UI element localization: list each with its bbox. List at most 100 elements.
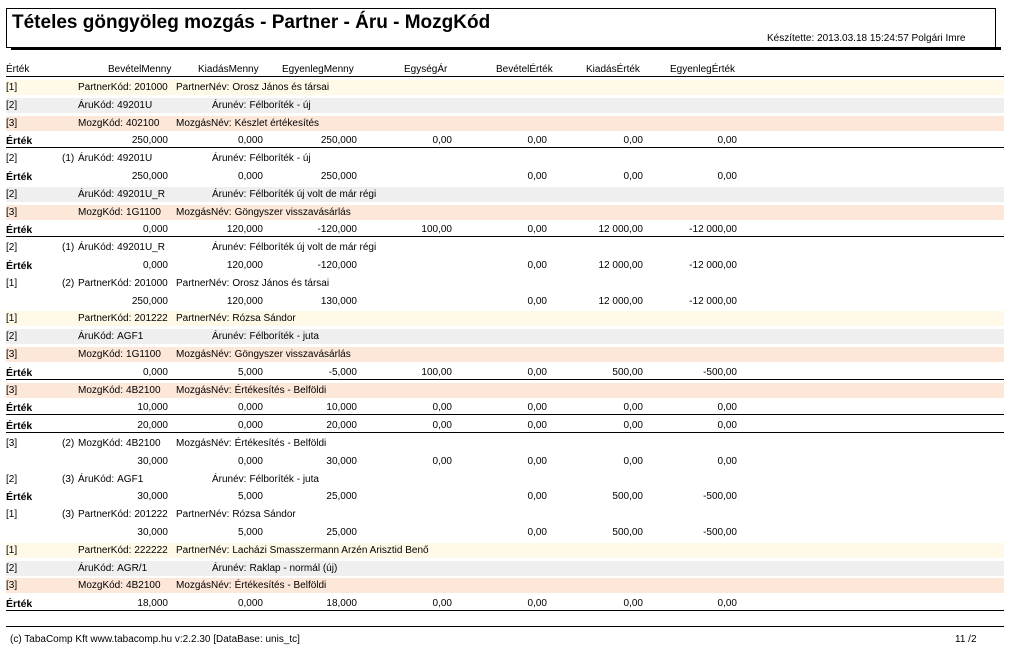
group-code: 201222 [134, 313, 168, 325]
group-code-label: PartnerKód: [78, 277, 132, 289]
value-cell: -12 000,00 [689, 260, 737, 271]
group-name: Göngyszer visszavásárlás [234, 349, 351, 360]
value-cell: 0,00 [623, 402, 643, 414]
group-name-label: MozgásNév: [176, 117, 232, 129]
group-code-label: PartnerKód: [78, 82, 132, 93]
group-level: [1] [6, 544, 18, 556]
column-header-label: Érték [6, 64, 30, 75]
column-header-bevetelmenny: BevételMenny [108, 64, 172, 75]
value-row-label: Érték [6, 420, 33, 433]
value-row-label: Érték [6, 366, 33, 379]
group-name-field: PartnerNév: Lacházi Smasszermann Arzén Ar… [176, 545, 429, 556]
value-cell: 0,00 [527, 171, 547, 182]
group-summary-row: [3] (2) MozgKód: 4B2100 MozgásNév: Értékesíté… [6, 436, 1004, 451]
value-cell: 0,00 [527, 420, 547, 432]
value-cell: 30,000 [137, 455, 168, 467]
value-cell: 250,000 [131, 171, 168, 182]
value-cell: -500,00 [703, 527, 737, 538]
group-name: Lacházi Smasszermann Arzén Arisztid Benő [232, 544, 429, 556]
group-header-row: [3] MozgKód: 4B2100 MozgásNév: Értékesítés -… [6, 382, 1004, 398]
value-cell: 5,000 [237, 366, 263, 378]
group-name-field: Árunév: Félboríték - új [212, 153, 311, 164]
value-row: Érték 0,000 120,000 -120,000 0,00 12 000,00 -1… [6, 258, 1004, 273]
group-name-field: MozgásNév: Göngyszer visszavásárlás [176, 207, 351, 218]
group-code-label: ÁruKód: [78, 562, 115, 574]
group-name-label: Árunév: [212, 99, 247, 111]
value-cell: 0,00 [717, 455, 737, 467]
group-header-row: [3] MozgKód: 402100 MozgásNév: Készlet érték… [6, 115, 1004, 131]
group-name: Félboríték - új [249, 153, 311, 165]
group-code-field: ÁruKód: 49201U_R [78, 189, 165, 200]
group-header-row: [1] PartnerKód: 201000 PartnerNév: Orosz Ján… [6, 80, 1004, 95]
group-code-field: ÁruKód: AGF1 [78, 331, 143, 342]
group-code: 1G1100 [126, 349, 161, 360]
value-cell: 0,00 [432, 135, 452, 147]
page-number: 11 /2 [955, 634, 977, 645]
group-code: 49201U_R [117, 188, 165, 200]
value-row: Érték 10,000 0,000 10,000 0,00 0,00 0,00 0,00 [6, 400, 1004, 416]
value-cell: 100,00 [421, 224, 452, 236]
group-name-field: MozgásNév: Értékesítés - Belföldi [176, 580, 326, 591]
group-level: [3] [6, 384, 18, 396]
group-name-label: Árunév: [212, 153, 247, 165]
value-cell: 250,000 [131, 295, 168, 307]
made-by-info: Készítette: 2013.03.18 15:24:57 Polgári … [767, 33, 966, 44]
value-cell: 20,000 [326, 420, 357, 432]
group-name-field: MozgásNév: Göngyszer visszavásárlás [176, 349, 351, 360]
value-cell: 0,000 [237, 598, 263, 610]
value-cell: 12 000,00 [598, 295, 644, 307]
value-row: Érték 18,000 0,000 18,000 0,00 0,00 0,00 0,00 [6, 596, 1004, 612]
group-header-row: [2] ÁruKód: AGF1 Árunév: Félboríték - juta [6, 329, 1004, 345]
group-name-label: MozgásNév: [176, 580, 232, 592]
group-name-field: Árunév: Félboríték új volt de már régi [212, 189, 376, 200]
group-code-field: ÁruKód: AGF1 [78, 474, 143, 485]
group-level: [1] [6, 313, 18, 325]
value-row: Érték 250,000 0,000 250,000 0,00 0,00 0,00 0,00 [6, 133, 1004, 149]
group-name: Félboríték - új [249, 99, 311, 111]
group-code: AGF1 [117, 331, 144, 343]
group-code: 201000 [134, 82, 168, 93]
value-cell: 25,000 [326, 527, 357, 538]
group-level: [3] [6, 438, 18, 449]
group-name-label: MozgásNév: [176, 438, 232, 449]
value-row-label: Érték [6, 598, 33, 611]
group-code: 49201U_R [117, 242, 165, 254]
group-level: [3] [6, 117, 18, 129]
group-header-row: [1] PartnerKód: 201222 PartnerNév: Rózsa Sán… [6, 311, 1004, 327]
group-name: Értékesítés - Belföldi [234, 438, 327, 449]
value-cell: 0,00 [527, 527, 547, 538]
group-code-field: ÁruKód: 49201U [78, 100, 152, 111]
group-name-field: PartnerNév: Orosz János és társai [176, 82, 329, 93]
value-cell: 250,000 [131, 135, 168, 147]
value-cell: 0,00 [527, 491, 547, 503]
group-code-field: ÁruKód: AGR/1 [78, 563, 147, 574]
group-name-field: Árunév: Félboríték új volt de már régi [212, 242, 376, 253]
value-row: 30,000 0,000 30,000 0,00 0,00 0,00 0,00 [6, 454, 1004, 469]
value-cell: 0,00 [623, 455, 643, 467]
group-code-label: MozgKód: [78, 384, 124, 396]
group-name-label: PartnerNév: [176, 277, 230, 289]
group-name-label: PartnerNév: [176, 313, 230, 325]
group-name: Értékesítés - Belföldi [234, 384, 327, 396]
value-row: Érték 0,000 120,000 -120,000 100,00 0,00 12 00… [6, 222, 1004, 238]
group-code: 201222 [134, 509, 168, 521]
value-cell: 0,00 [623, 171, 643, 182]
value-cell: 0,00 [432, 402, 452, 414]
group-name-field: Árunév: Félboríték - juta [212, 331, 319, 342]
value-cell: 0,00 [623, 420, 643, 432]
value-cell: -5,000 [328, 366, 357, 378]
group-name-field: MozgásNév: Készlet értékesítés [176, 118, 319, 129]
group-code-field: ÁruKód: 49201U [78, 153, 152, 164]
value-row: 250,000 120,000 130,000 0,00 12 000,00 -12 00… [6, 294, 1004, 309]
group-level: [2] [6, 99, 18, 111]
value-cell: 250,000 [320, 171, 357, 182]
group-code-field: MozgKód: 4B2100 [78, 438, 161, 449]
value-cell: 100,00 [421, 366, 452, 378]
value-cell: 12 000,00 [598, 224, 644, 236]
group-order: (1) [62, 153, 75, 165]
value-row: Érték 20,000 0,000 20,000 0,00 0,00 0,00 0,00 [6, 418, 1004, 434]
group-name-field: Árunév: Raklap - normál (új) [212, 563, 337, 574]
group-order: (3) [62, 473, 75, 485]
column-header-egyenlegmenny: EgyenlegMenny [282, 64, 354, 75]
group-code-field: PartnerKód: 201222 [78, 509, 168, 520]
